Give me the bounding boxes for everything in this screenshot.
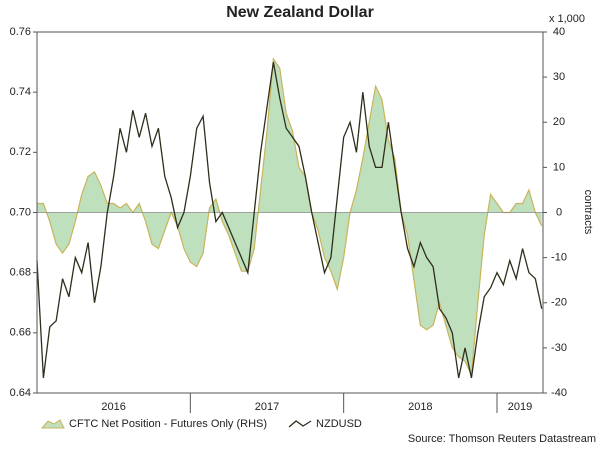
x-tick-label: 2018	[408, 401, 432, 413]
y-tick-label: 0.74	[10, 86, 31, 98]
area-edge	[37, 57, 543, 378]
y-tick-label: 0.70	[10, 206, 31, 218]
legend-swatch	[40, 419, 65, 429]
y-tick-label: 0.66	[10, 327, 31, 339]
y-tick-label: 0.64	[10, 387, 31, 399]
y2-tick-label: -20	[551, 297, 567, 309]
y2-axis-label: contracts	[582, 190, 594, 235]
area	[37, 59, 542, 375]
y-tick-label: 0.72	[10, 146, 31, 158]
x-tick-label: 2016	[101, 401, 125, 413]
y-tick-label: 0.68	[10, 267, 31, 279]
y2-tick-label: -40	[551, 387, 567, 399]
y2-tick-label: -10	[551, 252, 567, 264]
legend-swatch	[288, 420, 312, 428]
y2-tick-label: 30	[553, 71, 565, 83]
line	[36, 61, 543, 379]
y2-tick-label: 0	[556, 206, 562, 218]
y2-tick-label: 20	[553, 116, 565, 128]
y-tick-label: 0.76	[10, 26, 31, 38]
chart-title: New Zealand Dollar	[226, 4, 374, 21]
y2-tick-label: -30	[551, 342, 567, 354]
y2-unit-label: x 1,000	[549, 13, 585, 25]
legend-label: NZDUSD	[316, 418, 362, 430]
source-note: Source: Thomson Reuters Datastream	[408, 433, 596, 445]
x-tick-label: 2019	[508, 401, 532, 413]
x-tick-label: 2017	[255, 401, 279, 413]
y2-tick-label: 40	[553, 26, 565, 38]
legend-label: CFTC Net Position - Futures Only (RHS)	[69, 418, 267, 430]
y2-tick-label: 10	[553, 161, 565, 173]
